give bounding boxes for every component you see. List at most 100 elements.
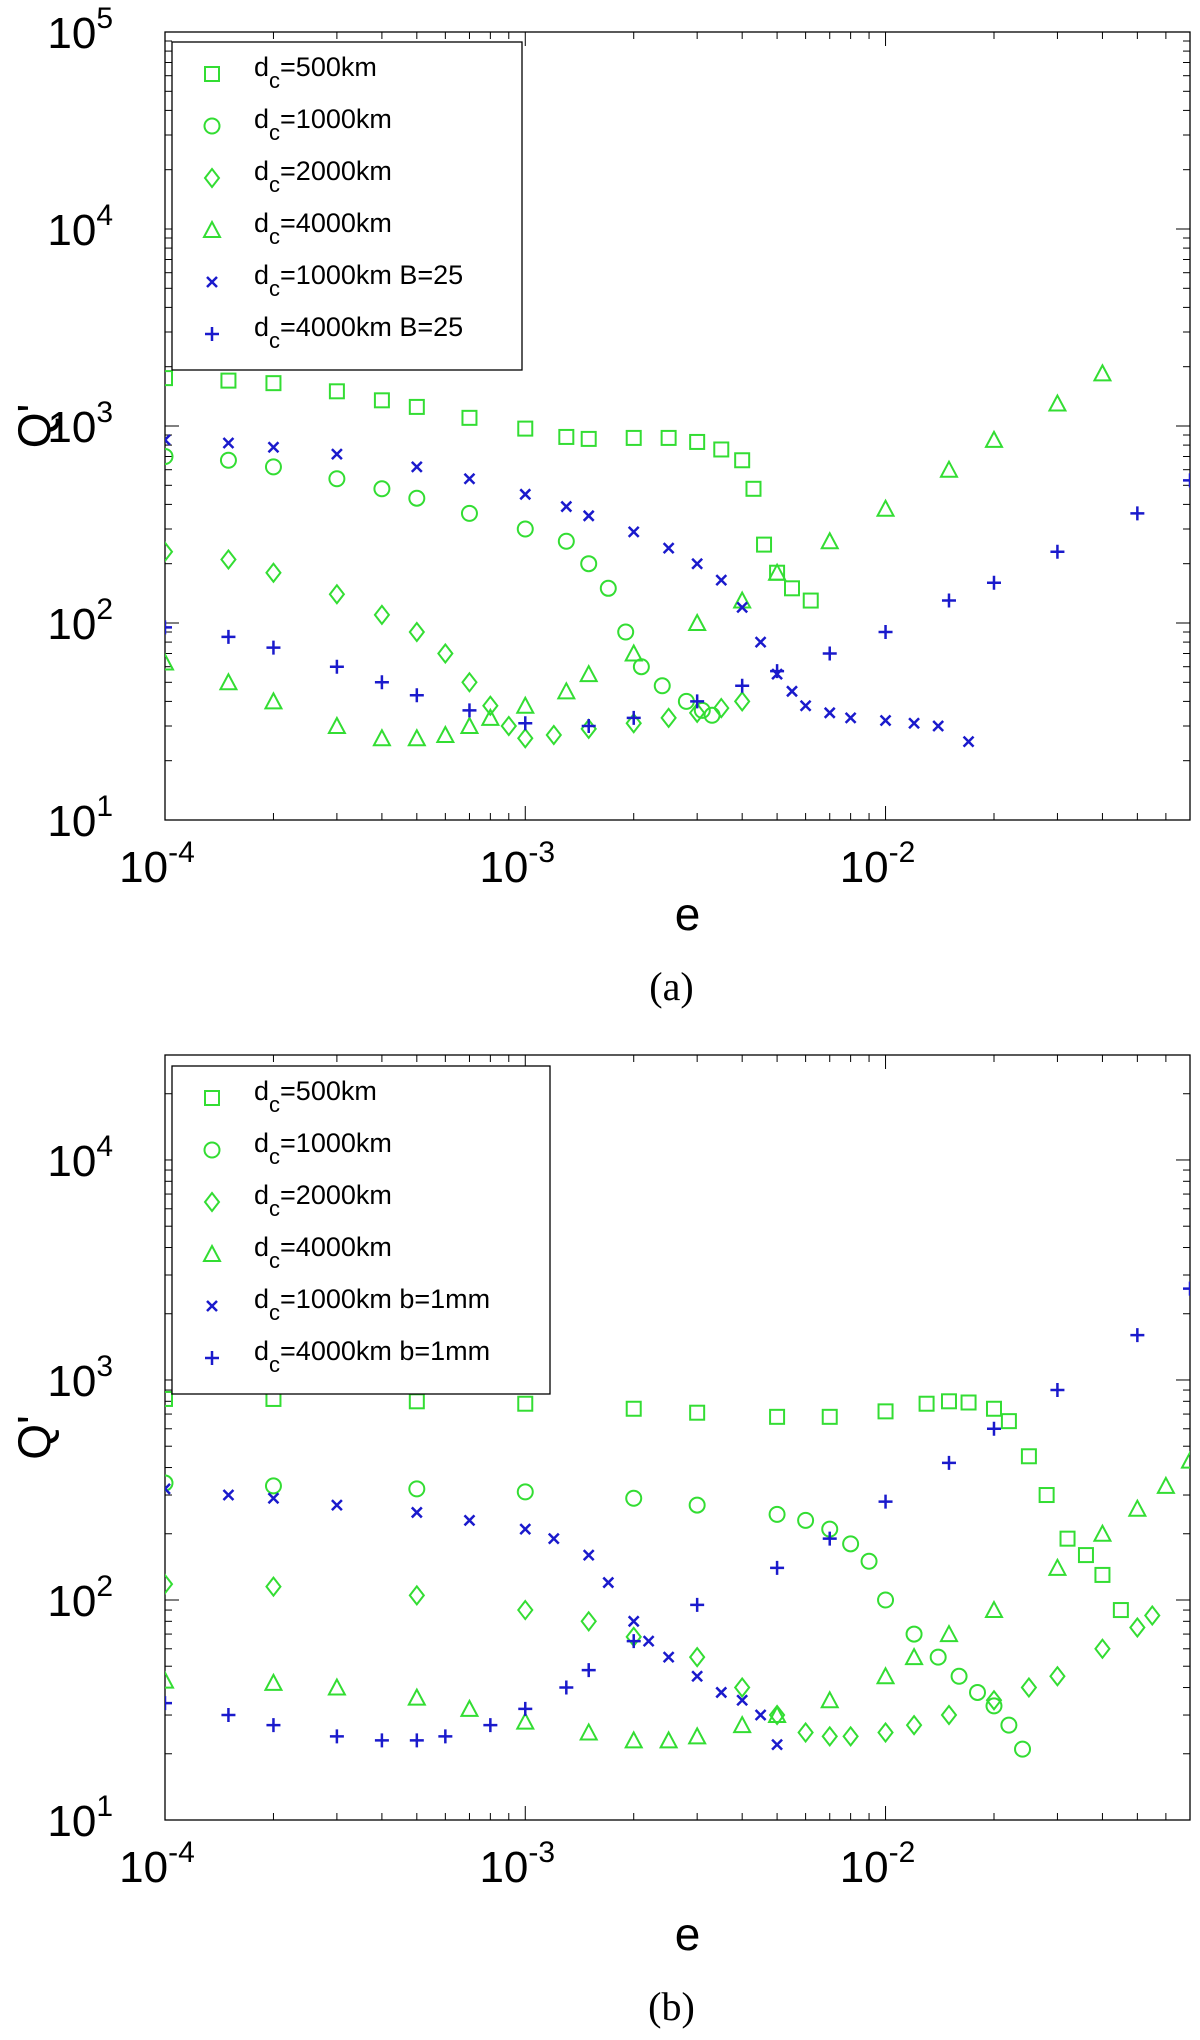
data-point (1050, 1383, 1065, 1398)
y-axis-label: Q' (8, 404, 60, 449)
data-point (660, 707, 677, 729)
data-point (165, 1670, 175, 1689)
data-point (582, 509, 595, 522)
data-point (878, 625, 893, 640)
data-point (517, 1599, 534, 1621)
series-x (165, 1482, 783, 1751)
data-point (626, 710, 641, 725)
data-point (797, 1511, 815, 1529)
data-point (560, 500, 573, 513)
data-point (265, 562, 282, 584)
data-layer (165, 1281, 1190, 1758)
y-tick-label: 102 (47, 593, 113, 649)
data-point (658, 1730, 679, 1749)
y-tick-label: 103 (47, 1350, 113, 1406)
data-point (547, 1532, 560, 1545)
x-tick-label: 10-4 (119, 1836, 195, 1892)
data-point (165, 370, 173, 387)
data-point (1050, 544, 1065, 559)
data-point (802, 592, 819, 609)
data-point (733, 1676, 751, 1699)
data-point (516, 1483, 534, 1501)
data-point (220, 372, 237, 389)
data-point (908, 717, 920, 730)
data-point (627, 1615, 640, 1628)
x-tick-label: 10-3 (479, 1836, 555, 1892)
data-point (690, 1597, 705, 1612)
data-point (904, 1646, 924, 1666)
legend-label: dc=2000km (254, 156, 392, 197)
x-tick-label: 10-3 (479, 836, 555, 892)
data-point (770, 1560, 785, 1575)
legend-marker (202, 1243, 222, 1262)
data-point (642, 1635, 655, 1648)
data-point (558, 428, 575, 445)
data-layer (165, 363, 1190, 749)
data-point (519, 1523, 532, 1535)
data-point (732, 1714, 752, 1734)
data-point (950, 1667, 968, 1685)
data-point (438, 1729, 453, 1744)
data-point (879, 714, 892, 727)
data-point (461, 409, 478, 426)
data-point (878, 1494, 893, 1509)
data-point (165, 652, 175, 671)
data-point (460, 504, 478, 522)
data-point (689, 433, 706, 450)
data-point (165, 1390, 173, 1407)
data-point (768, 1505, 786, 1523)
x-tick-label: 10-4 (119, 836, 195, 892)
data-point (480, 707, 501, 726)
data-point (877, 1403, 894, 1420)
data-point (627, 526, 640, 538)
series-diamond (165, 541, 751, 749)
data-point (687, 1726, 707, 1745)
data-point (962, 735, 975, 748)
data-point (754, 636, 767, 648)
legend-marker (205, 1351, 219, 1365)
data-point (328, 583, 346, 605)
data-point (1077, 1547, 1094, 1564)
data-point (1047, 393, 1068, 412)
data-point (768, 1704, 786, 1726)
data-point (408, 489, 426, 507)
chart-panel-b: 10-4 10-3 10-2101102103104eQ'(b)dc=500kmdc… (8, 1054, 1191, 2029)
data-point (736, 1694, 749, 1707)
data-point (745, 480, 762, 497)
data-point (732, 590, 752, 609)
data-point (329, 1729, 344, 1744)
legend-box (171, 1065, 551, 1395)
data-point (821, 1408, 838, 1425)
data-point (463, 472, 476, 485)
data-point (1047, 1557, 1068, 1576)
data-point (799, 699, 812, 712)
figure-caption: (a) (649, 964, 693, 1009)
data-point (1094, 1566, 1111, 1583)
data-point (580, 1610, 597, 1632)
data-point (625, 1489, 643, 1507)
data-point (877, 1591, 895, 1609)
series-plus (165, 1281, 1190, 1748)
data-point (941, 593, 956, 608)
data-point (940, 1393, 957, 1410)
y-tick-label: 104 (47, 1130, 113, 1186)
series-square (165, 370, 819, 609)
data-point (820, 531, 840, 550)
data-point (579, 664, 599, 683)
series-x (165, 434, 975, 748)
data-point (265, 1576, 282, 1598)
y-tick-label: 103 (47, 396, 113, 452)
data-point (407, 728, 427, 747)
data-point (222, 437, 235, 449)
data-point (969, 1683, 987, 1701)
data-point (986, 1421, 1001, 1436)
data-point (960, 1394, 977, 1411)
data-point (459, 1698, 480, 1717)
legend-label: dc=500km (254, 52, 377, 93)
data-point (770, 664, 785, 679)
y-tick-label: 104 (47, 199, 113, 255)
data-point (918, 1395, 935, 1412)
data-point (266, 640, 281, 655)
data-point (771, 1738, 783, 1751)
data-point (1059, 1530, 1076, 1547)
